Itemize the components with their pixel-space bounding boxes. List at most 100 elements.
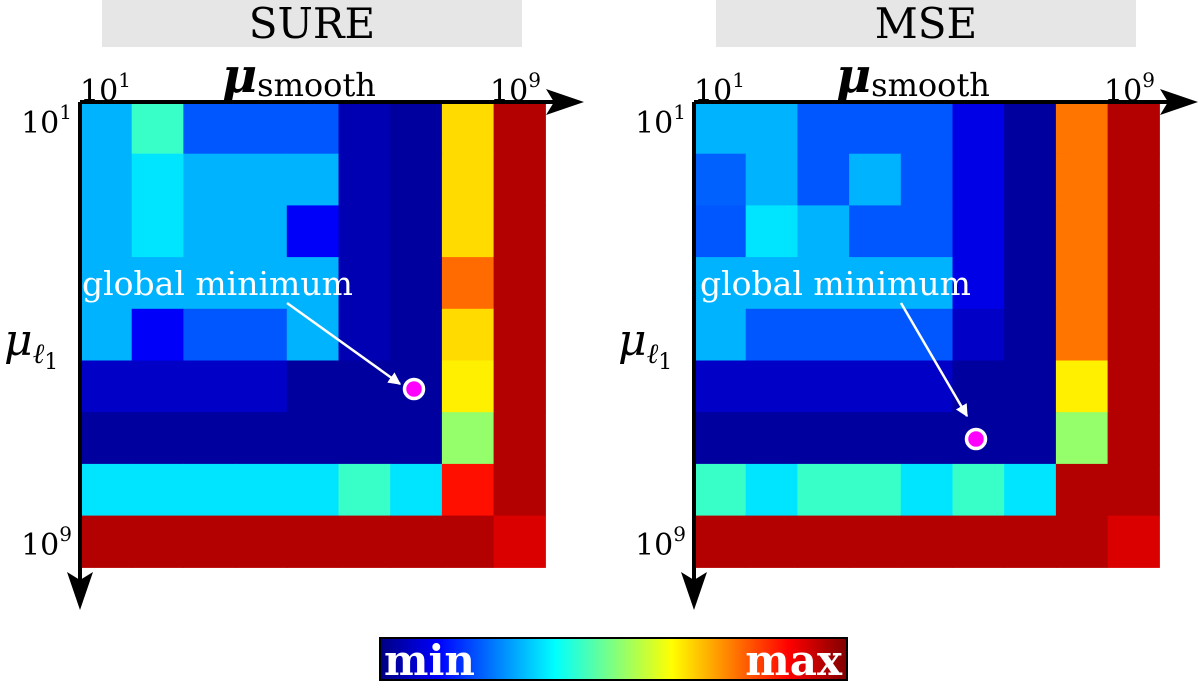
heatmap-cell-r6-c3: [235, 412, 288, 465]
y-tick-end: 109: [21, 522, 72, 563]
heatmap-cell-r0-c1: [745, 102, 798, 155]
heatmap-cell-r8-c3: [849, 515, 902, 568]
y-tick-start: 101: [21, 100, 72, 141]
heatmap-cell-r4-c2: [183, 308, 236, 362]
heatmap-cell-r5-c3: [235, 360, 288, 413]
heatmap-cell-r6-c2: [797, 412, 850, 465]
heatmap-cell-r7-c0: [80, 463, 133, 517]
x-tick-end-exp: 9: [1142, 68, 1155, 92]
annotation-arrow: [899, 302, 969, 418]
heatmap-cell-r0-c2: [183, 102, 236, 155]
heatmap-cell-r1-c5: [338, 153, 391, 206]
heatmap-cell-r1-c8: [1107, 153, 1160, 206]
heatmap-cell-r0-c5: [952, 102, 1005, 155]
heatmap-cell-r8-c2: [183, 515, 236, 568]
y-axis-arrow: [67, 572, 93, 610]
heatmap-cell-r5-c2: [183, 360, 236, 413]
heatmap-cell-r1-c2: [183, 153, 236, 206]
heatmap-cell-r6-c2: [183, 412, 236, 465]
heatmap-cell-r8-c8: [493, 515, 546, 568]
x-tick-end: 109: [490, 68, 541, 109]
heatmap-cell-r1-c1: [745, 153, 798, 206]
heatmap-cell-r6-c0: [694, 412, 747, 465]
heatmap-cell-r7-c7: [1055, 463, 1109, 517]
x-axis-label-sub: smooth: [257, 66, 376, 104]
heatmap-cell-r1-c0: [80, 153, 133, 206]
annotation-arrow: [286, 301, 402, 386]
heatmap-cell-r0-c6: [390, 102, 443, 155]
heatmap-cell-r7-c7: [441, 463, 495, 517]
heatmap-cell-r0-c2: [797, 102, 850, 155]
heatmap-cell-r7-c1: [131, 463, 184, 517]
heatmap-cell-r8-c6: [1004, 515, 1057, 568]
heatmap-cell-r7-c2: [797, 463, 850, 517]
heatmap-cell-r2-c7: [1055, 205, 1109, 258]
heatmap-cell-r7-c4: [286, 463, 340, 517]
heatmap-cell-r6-c7: [1055, 412, 1109, 465]
y-tick-end: 109: [635, 522, 686, 563]
heatmap-cell-r2-c3: [849, 205, 902, 258]
heatmap-cell-r1-c7: [1055, 153, 1109, 206]
heatmap-cell-r0-c8: [493, 102, 546, 155]
heatmap-cell-r1-c3: [849, 153, 902, 206]
y-axis-label-main: μ: [618, 315, 647, 366]
heatmap-cell-r0-c8: [1107, 102, 1160, 155]
heatmap-cell-r0-c7: [441, 102, 495, 155]
heatmap-cell-r7-c3: [235, 463, 288, 517]
heatmap-cell-r2-c7: [441, 205, 495, 258]
y-tick-end-exp: 9: [673, 522, 686, 546]
heatmap-cell-r1-c5: [952, 153, 1005, 206]
heatmap-cell-r5-c4: [900, 360, 954, 413]
x-axis-label-main: μ: [222, 48, 257, 104]
heatmap-cell-r4-c6: [1004, 308, 1057, 362]
heatmap-cell-r0-c3: [235, 102, 288, 155]
heatmap-cell-r2-c2: [183, 205, 236, 258]
heatmap-cell-r0-c5: [338, 102, 391, 155]
heatmap-cell-r5-c1: [745, 360, 798, 413]
heatmap-cell-r7-c8: [1107, 463, 1160, 517]
y-axis-label: μℓ1: [618, 315, 672, 375]
y-tick-start: 101: [635, 100, 686, 141]
heatmap-cell-r6-c0: [80, 412, 133, 465]
x-axis-label: μsmooth: [836, 48, 990, 104]
heatmap-cell-r3-c4: [286, 257, 340, 310]
heatmap-cell-r3-c8: [1107, 257, 1160, 310]
heatmap-cell-r3-c6: [1004, 257, 1057, 310]
heatmap-cell-r2-c0: [80, 205, 133, 258]
heatmap-cell-r4-c6: [390, 308, 443, 362]
heatmap-cell-r6-c5: [338, 412, 391, 465]
heatmap-cell-r2-c4: [900, 205, 954, 258]
heatmap-cell-r5-c8: [1107, 360, 1160, 413]
heatmap-cell-r4-c2: [797, 308, 850, 362]
heatmap-cell-r2-c6: [390, 205, 443, 258]
heatmap-cell-r0-c0: [80, 102, 133, 155]
heatmap-cell-r3-c2: [183, 257, 236, 310]
heatmap-cells: [80, 102, 546, 568]
heatmap-cell-r0-c1: [131, 102, 184, 155]
heatmap-cell-r1-c4: [286, 153, 340, 206]
x-tick-end-base: 10: [1104, 74, 1142, 109]
heatmap-cell-r8-c5: [338, 515, 391, 568]
heatmap-cell-r3-c0: [80, 257, 133, 310]
heatmap-cell-r0-c6: [1004, 102, 1057, 155]
y-tick-start-exp: 1: [673, 100, 686, 124]
heatmap-cell-r0-c4: [286, 102, 340, 155]
heatmap-cell-r4-c8: [1107, 308, 1160, 362]
heatmap-cell-r4-c0: [694, 308, 747, 362]
x-axis-arrow: [1160, 89, 1198, 115]
heatmap-cell-r8-c1: [131, 515, 184, 568]
x-axis-label-main: μ: [836, 48, 871, 104]
annotation-label: global minimum: [700, 264, 971, 303]
heatmap-cell-r2-c5: [952, 205, 1005, 258]
x-tick-start-exp: 1: [732, 68, 745, 92]
heatmap-cell-r6-c1: [745, 412, 798, 465]
heatmap-cell-r7-c8: [493, 463, 546, 517]
heatmap-cell-r6-c6: [390, 412, 443, 465]
title-banner: [102, 0, 522, 47]
heatmap-cell-r3-c2: [797, 257, 850, 310]
heatmap-cell-r6-c4: [900, 412, 954, 465]
heatmap-cell-r5-c7: [441, 360, 495, 413]
heatmap-cell-r8-c6: [390, 515, 443, 568]
heatmap-cell-r2-c8: [493, 205, 546, 258]
